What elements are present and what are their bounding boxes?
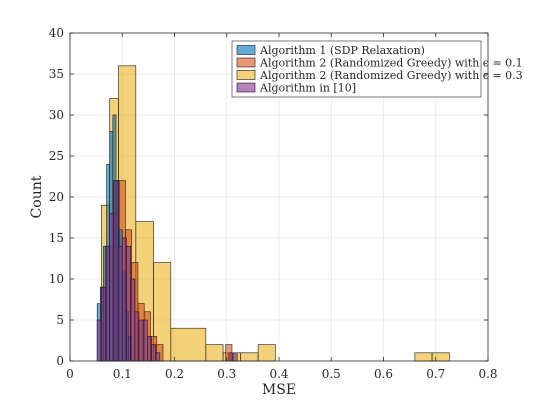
histogram-bar bbox=[130, 278, 136, 362]
histogram-bar bbox=[414, 352, 433, 362]
x-tick-label: 0.1 bbox=[113, 367, 132, 381]
x-tick-label: 0.5 bbox=[322, 367, 341, 381]
x-tick-label: 0 bbox=[66, 367, 74, 381]
histogram-bar bbox=[105, 245, 111, 362]
histogram-bar bbox=[170, 327, 207, 362]
x-tick-label: 0.4 bbox=[269, 367, 288, 381]
legend-entry-label: Algorithm 2 (Randomized Greedy) with ϵ =… bbox=[259, 69, 523, 82]
histogram-bar bbox=[109, 213, 115, 362]
histogram-bar bbox=[101, 286, 106, 362]
y-tick-label: 30 bbox=[49, 108, 64, 122]
legend-box bbox=[231, 40, 482, 98]
legend-swatch bbox=[236, 82, 256, 93]
histogram-bar bbox=[142, 319, 148, 362]
histogram-bar bbox=[240, 352, 259, 362]
bars-layer bbox=[96, 65, 450, 362]
legend: Algorithm 1 (SDP Relaxation)Algorithm 2 … bbox=[231, 40, 523, 98]
x-tick-label: 0.7 bbox=[426, 367, 445, 381]
histogram-bar bbox=[134, 311, 140, 362]
histogram-bar bbox=[205, 344, 224, 362]
x-tick-label: 0.8 bbox=[478, 367, 497, 381]
y-tick-label: 5 bbox=[56, 313, 64, 327]
histogram-bar bbox=[147, 336, 152, 362]
histogram-bar bbox=[113, 180, 119, 362]
histogram-bar bbox=[138, 319, 144, 362]
histogram-bar bbox=[431, 352, 450, 362]
legend-entry-label: Algorithm 1 (SDP Relaxation) bbox=[259, 44, 425, 57]
x-tick-label: 0.3 bbox=[217, 367, 236, 381]
y-tick-label: 25 bbox=[49, 149, 64, 163]
legend-swatch bbox=[236, 70, 256, 80]
y-tick-label: 10 bbox=[49, 272, 64, 286]
y-tick-label: 0 bbox=[56, 354, 64, 368]
legend-entry-label: Algorithm in [10] bbox=[259, 82, 356, 95]
histogram-bar bbox=[117, 245, 123, 362]
legend-swatch bbox=[236, 57, 256, 68]
y-tick-label: 40 bbox=[49, 26, 64, 40]
y-tick-label: 15 bbox=[49, 231, 64, 245]
histogram-bar bbox=[155, 352, 161, 362]
histogram-bar bbox=[232, 352, 238, 362]
histogram-bar bbox=[228, 352, 234, 362]
x-tick-label: 0.2 bbox=[165, 367, 184, 381]
x-axis-label: MSE bbox=[262, 382, 296, 398]
histogram-bar bbox=[121, 237, 127, 362]
y-tick-label: 35 bbox=[49, 67, 64, 81]
legend-swatch bbox=[236, 45, 256, 55]
histogram-bar bbox=[96, 319, 102, 362]
y-tick-label: 20 bbox=[49, 190, 64, 204]
histogram-bar bbox=[257, 344, 276, 362]
y-axis-label: Count bbox=[29, 175, 45, 218]
series-3 bbox=[96, 180, 238, 362]
x-tick-label: 0.6 bbox=[374, 367, 393, 381]
legend-entry-label: Algorithm 2 (Randomized Greedy) with ϵ =… bbox=[259, 57, 523, 70]
ticks-layer: 0 0.1 0.2 0.3 0.4 0.5 0.6 0.7 0.8 0 5 10 15 20 25 30 35 4… bbox=[49, 26, 498, 381]
histogram-bar bbox=[151, 344, 156, 362]
histogram-bar bbox=[126, 245, 131, 362]
